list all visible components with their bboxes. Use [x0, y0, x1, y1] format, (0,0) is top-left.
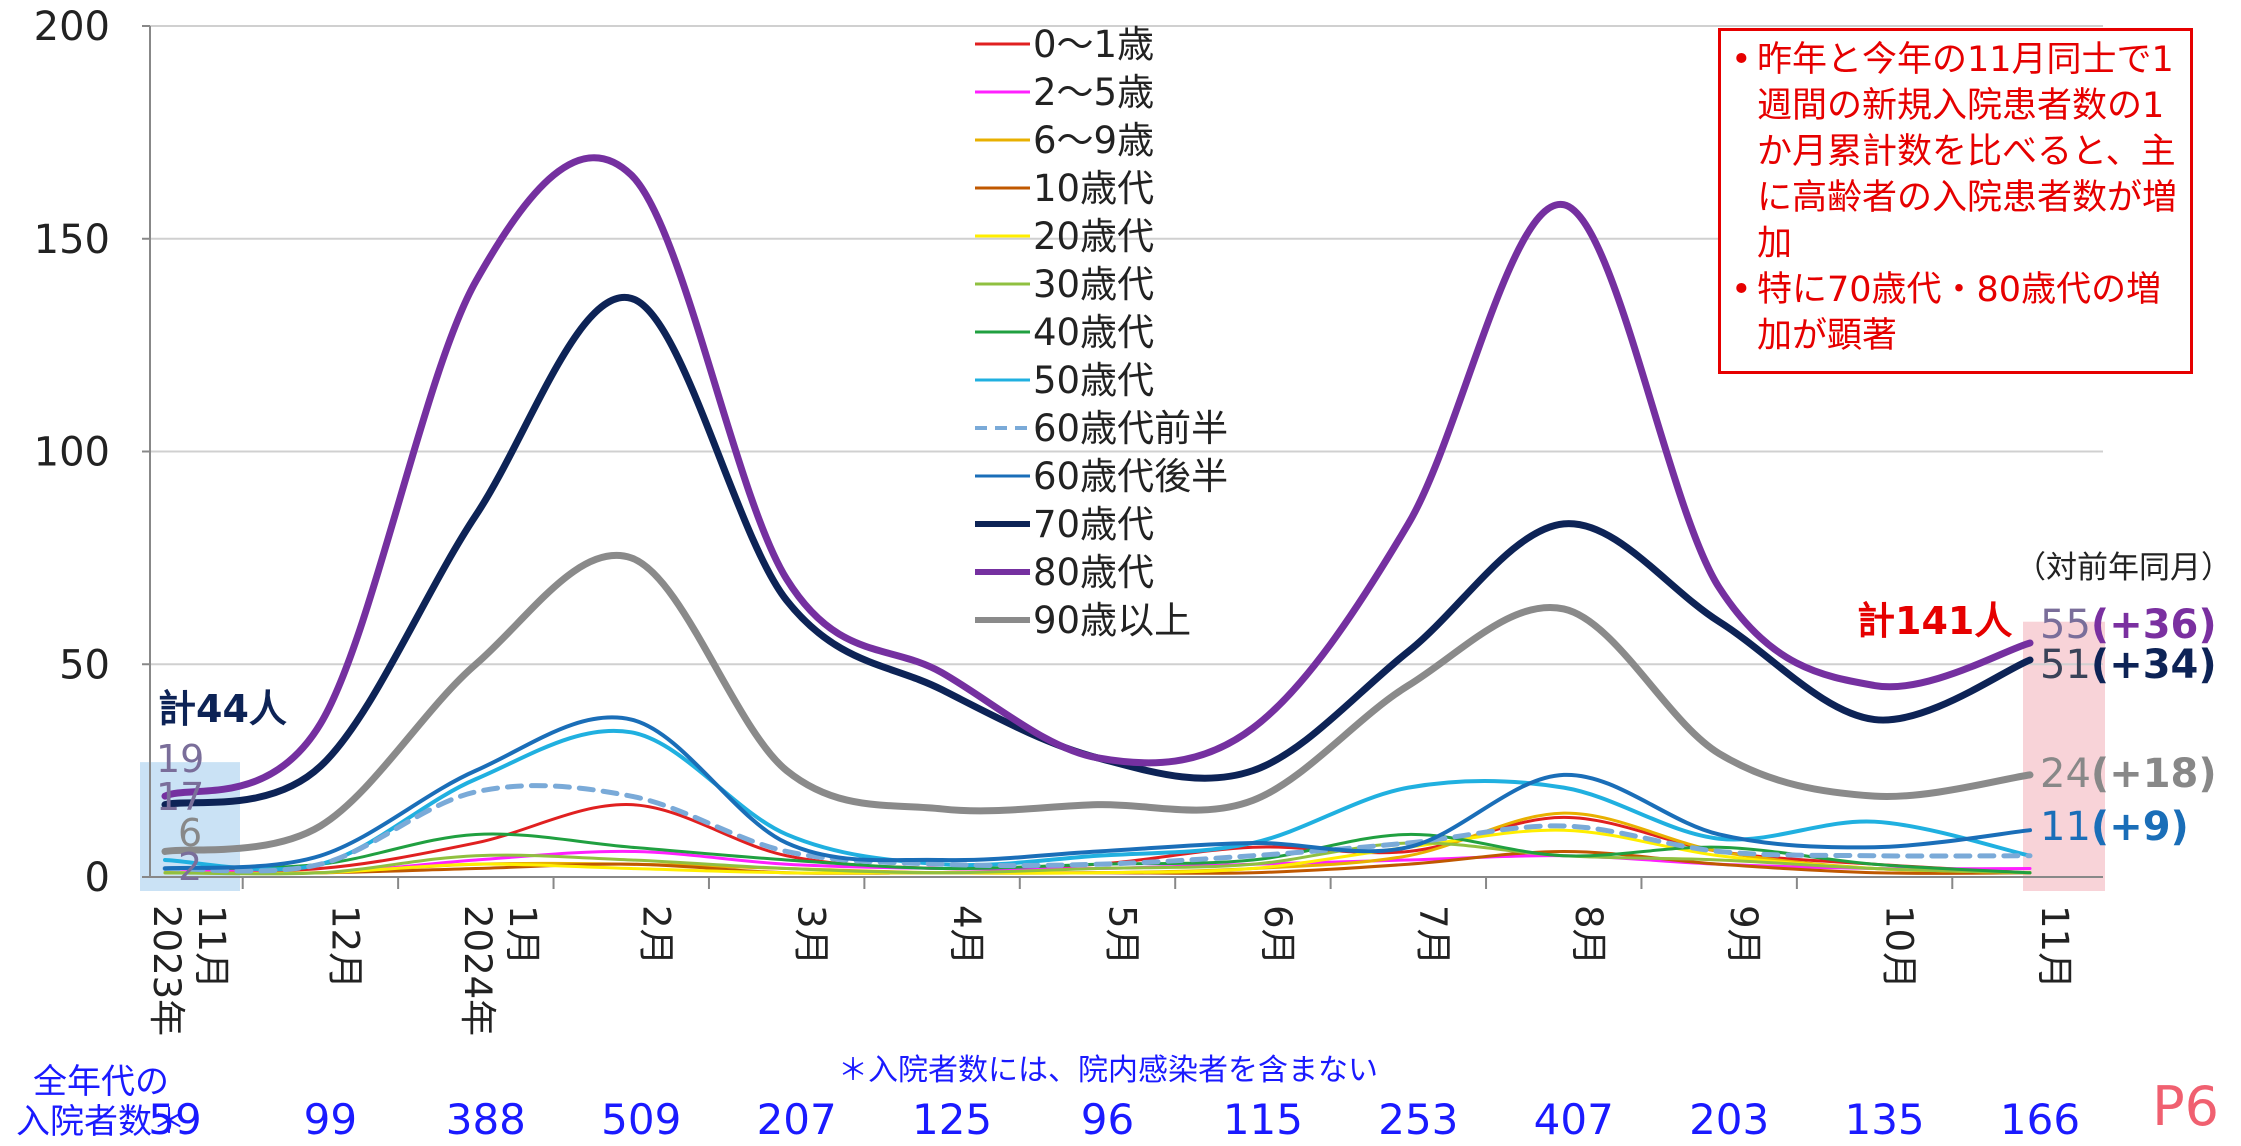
x-tick-label: 6月 [1256, 905, 1299, 966]
legend-label: 30歳代 [1033, 263, 1154, 306]
end-month-highlight [2023, 621, 2105, 891]
all-ages-total: 509 [601, 1095, 682, 1144]
legend-label: 90歳以上 [1033, 599, 1191, 642]
x-tick-label: 5月 [1101, 905, 1144, 966]
series-line-12 [161, 154, 2034, 800]
end-value-label: 55(+36) [2040, 602, 2217, 648]
end-value-number: 24 [2040, 751, 2091, 797]
series-line-9 [162, 783, 2033, 874]
legend-label: 10歳代 [1033, 167, 1154, 210]
series-line-10 [163, 715, 2032, 871]
callout-text-1: 昨年と今年の11月同士で1週間の新規入院患者数の1か月累計数を比べると、主に高齢… [1757, 40, 2178, 264]
legend-label: 0〜1歳 [1033, 23, 1154, 66]
x-tick-label: 2月 [634, 905, 677, 966]
end-total-label: 計141人 [1857, 599, 2012, 643]
legend-label: 20歳代 [1033, 215, 1154, 258]
x-tick-label: 1月 [501, 905, 544, 966]
yoy-header: （対前年同月） [2015, 550, 2232, 586]
all-ages-label-line2: 入院者数＊ [16, 1102, 186, 1142]
x-tick-label: 11月 [190, 905, 233, 989]
x-tick-label: 11月 [2033, 905, 2076, 989]
y-tick-label: 0 [85, 855, 110, 901]
y-tick-label: 100 [34, 430, 110, 476]
all-ages-total: 253 [1378, 1095, 1459, 1144]
legend-label: 70歳代 [1033, 503, 1154, 546]
x-tick-label: 8月 [1567, 905, 1610, 966]
end-value-number: 11 [2040, 804, 2091, 850]
end-value-label: 11(+9) [2040, 804, 2189, 850]
start-value-label: 19 [156, 737, 204, 781]
end-value-diff: (+9) [2091, 804, 2189, 850]
x-tick-label: 2024年 [456, 905, 499, 1036]
legend-label: 6〜9歳 [1033, 119, 1154, 162]
all-ages-totals-row: 59 99 388 509 207 125 96 115 253 407 203 135 166 [0, 1095, 2241, 1145]
y-tick-label: 50 [59, 642, 110, 688]
start-value-label: 6 [178, 811, 202, 855]
all-ages-total: 59 [148, 1095, 202, 1144]
callout-text-2: 特に70歳代・80歳代の増加が顕著 [1757, 270, 2162, 356]
legend-label: 60歳代後半 [1033, 455, 1228, 498]
x-tick-label: 3月 [790, 905, 833, 966]
all-ages-total: 207 [756, 1095, 837, 1144]
x-tick-label: 7月 [1411, 905, 1454, 966]
y-tick-label: 150 [34, 217, 110, 263]
summary-callout: • 昨年と今年の11月同士で1週間の新規入院患者数の1か月累計数を比べると、主に高… [1718, 28, 2193, 374]
page-number: P6 [2152, 1075, 2219, 1138]
all-ages-label-line1: 全年代の [33, 1062, 169, 1102]
all-ages-total: 135 [1844, 1095, 1925, 1144]
all-ages-total: 96 [1080, 1095, 1135, 1144]
end-value-label: 24(+18) [2040, 751, 2217, 797]
x-tick-label: 9月 [1722, 905, 1765, 966]
legend-label: 60歳代前半 [1033, 407, 1228, 450]
end-value-number: 55 [2040, 602, 2091, 648]
callout-bullet-1: • 昨年と今年の11月同士で1週間の新規入院患者数の1か月累計数を比べると、主に高… [1731, 37, 2178, 267]
series-line-6 [163, 841, 2032, 876]
end-value-diff: (+36) [2091, 602, 2217, 648]
series-line-8 [163, 728, 2032, 872]
callout-bullet-2: • 特に70歳代・80歳代の増加が顕著 [1731, 267, 2178, 359]
series-line-5 [163, 828, 2032, 875]
all-ages-total: 125 [911, 1095, 993, 1144]
all-ages-total: 115 [1222, 1095, 1303, 1144]
legend-label: 2〜5歳 [1033, 71, 1154, 114]
end-value-diff: (+34) [2091, 642, 2217, 688]
all-ages-total: 407 [1533, 1095, 1614, 1144]
end-value-diff: (+18) [2091, 751, 2217, 797]
all-ages-total: 203 [1689, 1095, 1770, 1144]
all-ages-label: 全年代の 入院者数＊ [16, 1062, 186, 1142]
all-ages-total: 388 [445, 1095, 526, 1144]
legend-label: 40歳代 [1033, 311, 1154, 354]
legend-label: 80歳代 [1033, 551, 1154, 594]
footnote: ＊入院者数には、院内感染者を含まない [838, 1053, 1378, 1088]
series-line-13 [161, 552, 2034, 855]
x-tick-label: 10月 [1878, 905, 1921, 989]
start-total-label: 計44人 [158, 687, 287, 731]
x-tick-label: 2023年 [145, 905, 188, 1036]
all-ages-total: 99 [303, 1095, 358, 1144]
x-tick-label: 12月 [323, 905, 366, 989]
end-value-label: 51(+34) [2040, 642, 2217, 688]
legend: 0〜1歳 2〜5歳 6〜9歳 10歳代 20歳代 30歳代 40歳代 50歳代 60歳代前半 60… [975, 23, 1228, 642]
end-value-number: 51 [2040, 642, 2091, 688]
legend-label: 50歳代 [1033, 359, 1154, 402]
start-value-label: 2 [178, 845, 202, 889]
highlight-bands [140, 621, 2105, 891]
all-ages-total: 166 [1999, 1095, 2081, 1144]
y-tick-label: 200 [34, 4, 110, 50]
x-tick-label: 4月 [945, 905, 988, 966]
series-lines [161, 154, 2034, 876]
start-value-label: 17 [156, 775, 204, 819]
